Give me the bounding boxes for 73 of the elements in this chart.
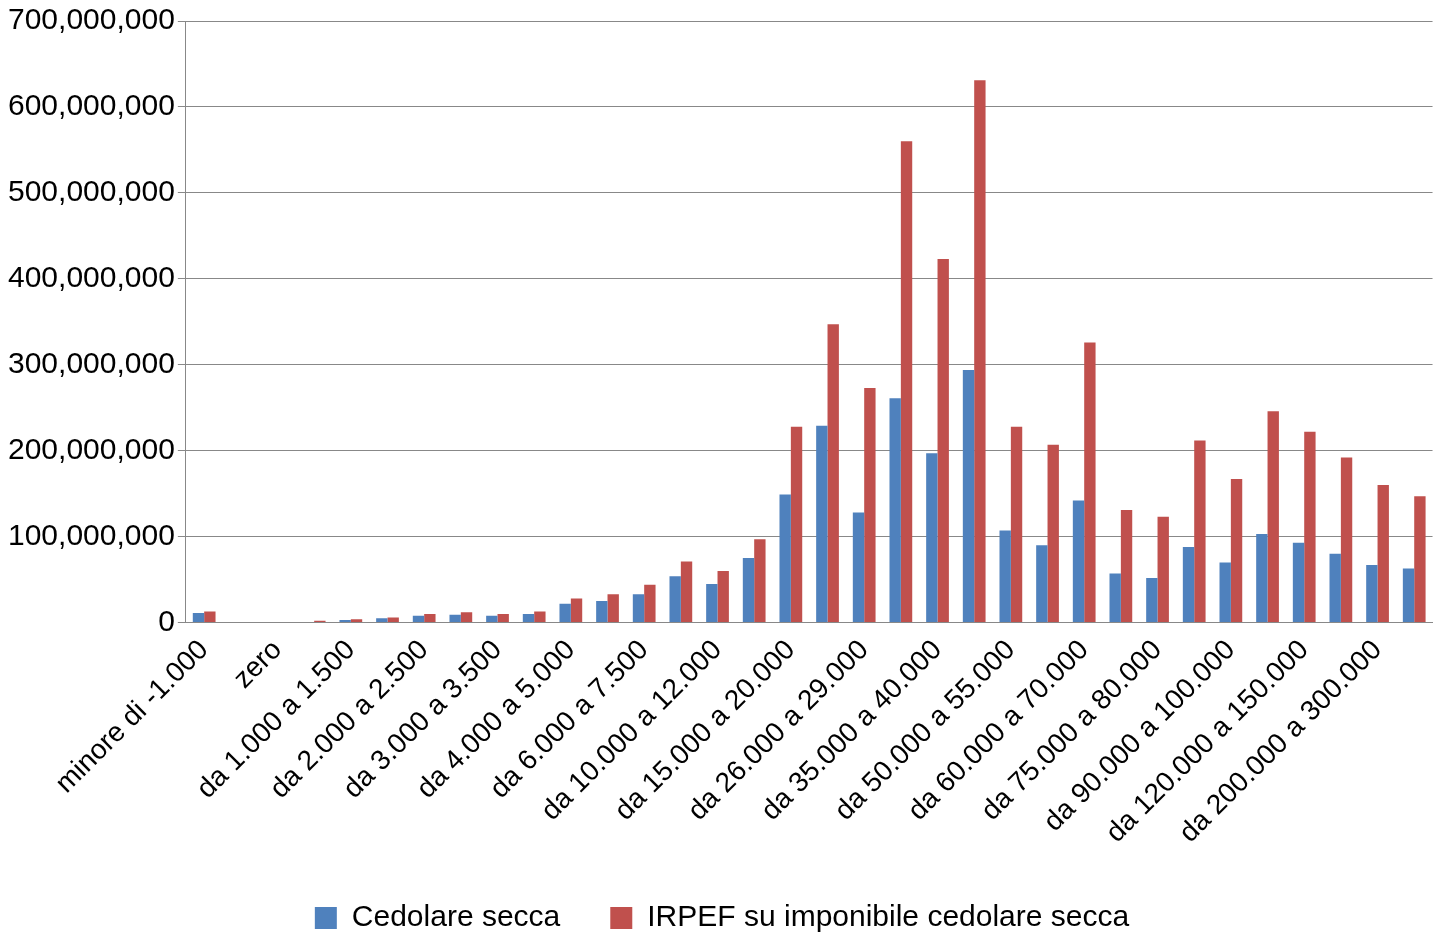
bar — [1109, 573, 1121, 623]
bar — [522, 613, 535, 623]
bar — [754, 539, 766, 623]
bar — [632, 594, 645, 623]
bar — [350, 619, 363, 623]
bar — [412, 615, 425, 623]
bar — [827, 324, 839, 623]
bar — [486, 615, 498, 623]
y-tick-label: 100,000,000 — [7, 517, 175, 551]
y-tick-label: 400,000,000 — [7, 260, 175, 294]
bar — [999, 530, 1011, 623]
bar — [1120, 509, 1133, 623]
bar — [926, 453, 938, 623]
bar — [1256, 534, 1268, 623]
y-tick-label: 200,000,000 — [7, 431, 175, 465]
bar — [1047, 444, 1059, 623]
bar — [607, 594, 619, 623]
bar — [864, 387, 876, 623]
bar — [559, 603, 571, 623]
bar — [742, 558, 755, 623]
bar — [339, 619, 351, 623]
bar — [669, 576, 681, 623]
bar — [962, 369, 975, 623]
bar — [497, 613, 509, 623]
bar — [1267, 411, 1279, 623]
bar — [790, 426, 803, 623]
bar — [717, 571, 729, 623]
bar — [1010, 426, 1023, 623]
bar — [974, 80, 986, 623]
bar — [534, 611, 546, 623]
bar — [596, 601, 608, 623]
bar — [1182, 546, 1195, 623]
bar — [900, 141, 913, 623]
bar — [1146, 577, 1158, 623]
y-tick-label: 500,000,000 — [7, 174, 175, 208]
bar — [376, 618, 388, 623]
bar — [816, 425, 828, 623]
bar — [1157, 516, 1169, 623]
bar — [1414, 496, 1426, 623]
bar — [1219, 562, 1231, 623]
bar — [937, 259, 949, 623]
legend-label: IRPEF su imponibile cedolare secca — [647, 899, 1130, 933]
bar — [204, 611, 216, 623]
bar — [460, 612, 473, 623]
bar — [1230, 479, 1243, 623]
bar — [889, 398, 901, 623]
bar — [424, 613, 436, 623]
bar — [706, 583, 718, 623]
bar — [387, 617, 399, 623]
bar — [1340, 457, 1353, 623]
bar — [1402, 568, 1415, 623]
bar — [852, 512, 865, 623]
bar — [1377, 485, 1389, 623]
bar — [680, 561, 693, 623]
bar — [1036, 545, 1048, 623]
legend-label: Cedolare secca — [351, 899, 561, 933]
y-tick-label: 700,000,000 — [7, 2, 175, 36]
y-tick-label: 600,000,000 — [7, 88, 175, 122]
bar — [192, 613, 205, 623]
bar — [1072, 500, 1085, 623]
y-tick-label: 0 — [158, 603, 175, 637]
bar — [1194, 440, 1206, 623]
bar — [449, 614, 461, 623]
x-tick-label: zero — [226, 633, 288, 694]
bar — [644, 584, 656, 623]
bar — [1329, 553, 1341, 623]
bar — [570, 598, 583, 623]
bar — [1304, 431, 1316, 623]
bar — [1366, 564, 1378, 623]
bar — [779, 494, 791, 623]
bar — [1084, 342, 1096, 623]
y-tick-label: 300,000,000 — [7, 346, 175, 380]
bar — [1292, 542, 1305, 623]
